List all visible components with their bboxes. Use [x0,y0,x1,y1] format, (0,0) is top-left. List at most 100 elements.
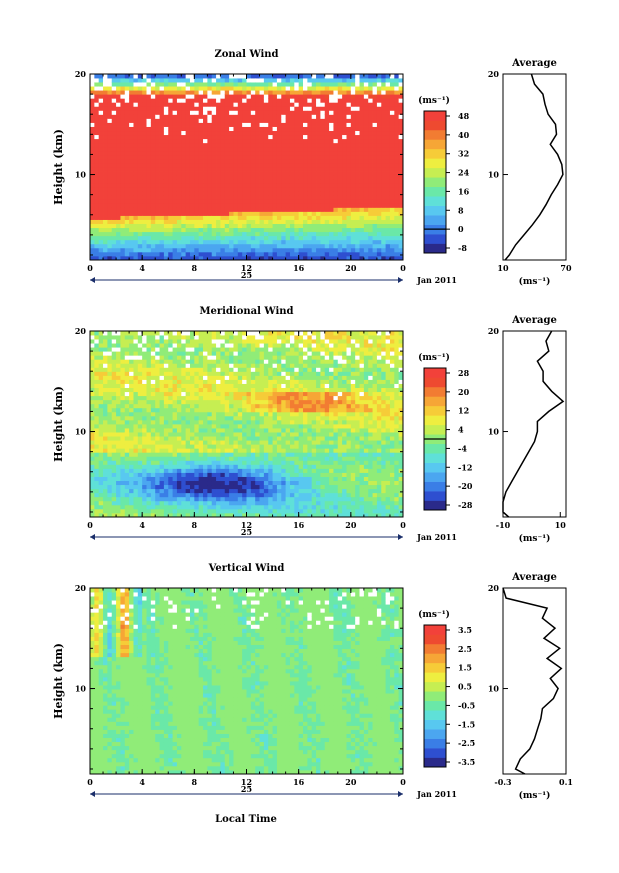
heatmap-cell [90,407,95,413]
heatmap-cell [103,134,108,140]
heatmap-cell [242,175,247,180]
heatmap-cell [124,106,130,111]
heatmap-cell [233,215,239,220]
heatmap-cell [111,130,117,136]
heatmap-cell [94,207,100,212]
heatmap-cell [111,363,117,368]
heatmap-cell [129,255,134,261]
heatmap-cell [137,82,143,87]
heatmap-cell [250,118,256,123]
heatmap-cell [346,150,352,156]
heatmap-cell [303,110,308,115]
heatmap-cell [368,195,373,200]
heatmap-cell [168,167,173,172]
heatmap-cell [198,504,204,510]
heatmap-cell [142,383,147,389]
heatmap-cell [229,335,234,340]
heatmap-cell [233,239,239,245]
heatmap-cell [168,126,173,132]
heatmap-cell [233,167,239,172]
heatmap-cell [155,110,160,115]
heatmap-cell [355,154,360,160]
heatmap-cell [259,102,265,107]
heatmap-cell [133,460,139,465]
heatmap-cell [289,179,295,184]
heatmap-cell [198,460,204,465]
heatmap-cell [276,187,282,192]
heatmap-cell [142,138,147,144]
heatmap-cell [142,167,147,172]
heatmap-cell [107,387,113,393]
heatmap-cell [259,175,265,180]
heatmap-cell [142,126,147,132]
heatmap-cell [337,247,343,253]
heatmap-cell [337,138,343,144]
heatmap-cell [224,102,230,107]
heatmap-cell [316,110,321,115]
heatmap-cell [172,371,178,376]
heatmap-cell [337,255,343,261]
heatmap-cell [320,102,326,107]
heatmap-cell [168,375,173,380]
heatmap-cell [163,90,169,95]
heatmap-cell [124,452,130,457]
heatmap-cell [163,231,169,237]
heatmap-cell [98,187,104,192]
heatmap-cell [342,118,347,123]
heatmap-cell [176,500,182,506]
heatmap-cell [111,167,117,172]
heatmap-cell [198,496,204,502]
heatmap-cell [185,150,191,156]
heatmap-cell [129,387,134,393]
heatmap-cell [263,130,269,136]
heatmap-cell [255,247,260,253]
heatmap-cell [385,122,391,127]
heatmap-cell [137,199,143,204]
heatmap-cell [111,171,117,176]
heatmap-cell [159,98,165,103]
heatmap-cell [289,247,295,253]
heatmap-cell [276,122,282,127]
heatmap-cell [107,484,113,490]
heatmap-cell [385,110,391,115]
heatmap-cell [224,419,230,425]
heatmap-cell [311,211,317,216]
heatmap-cell [124,456,130,461]
heatmap-cell [163,110,169,115]
heatmap-cell [368,106,373,111]
heatmap-cell [137,239,143,245]
heatmap-cell [229,211,234,216]
heatmap-cell [185,343,191,348]
heatmap-cell [146,367,152,372]
heatmap-cell [229,343,234,348]
heatmap-cell [359,243,365,249]
heatmap-cell [194,367,200,372]
heatmap-cell [120,211,126,216]
heatmap-cell [242,167,247,172]
heatmap-cell [94,110,100,115]
heatmap-cell [394,239,400,245]
heatmap-cell [155,375,160,380]
heatmap-cell [142,195,147,200]
heatmap-cell [172,436,178,441]
heatmap-cell [172,504,178,510]
heatmap-cell [203,239,208,245]
heatmap-cell [150,331,156,336]
heatmap-cell [320,114,326,119]
heatmap-cell [94,142,100,148]
heatmap-cell [133,114,139,119]
heatmap-cell [350,106,356,111]
heatmap-cell [176,419,182,425]
heatmap-cell [159,122,165,127]
heatmap-cell [263,203,269,208]
heatmap-cell [90,235,95,241]
heatmap-cell [316,175,321,180]
heatmap-cell [176,247,182,253]
heatmap-cell [389,199,395,204]
heatmap-cell [103,456,108,461]
heatmap-cell [90,150,95,156]
heatmap-cell [103,219,108,225]
heatmap-cell [133,247,139,253]
heatmap-cell [150,379,156,384]
heatmap-cell [176,411,182,417]
